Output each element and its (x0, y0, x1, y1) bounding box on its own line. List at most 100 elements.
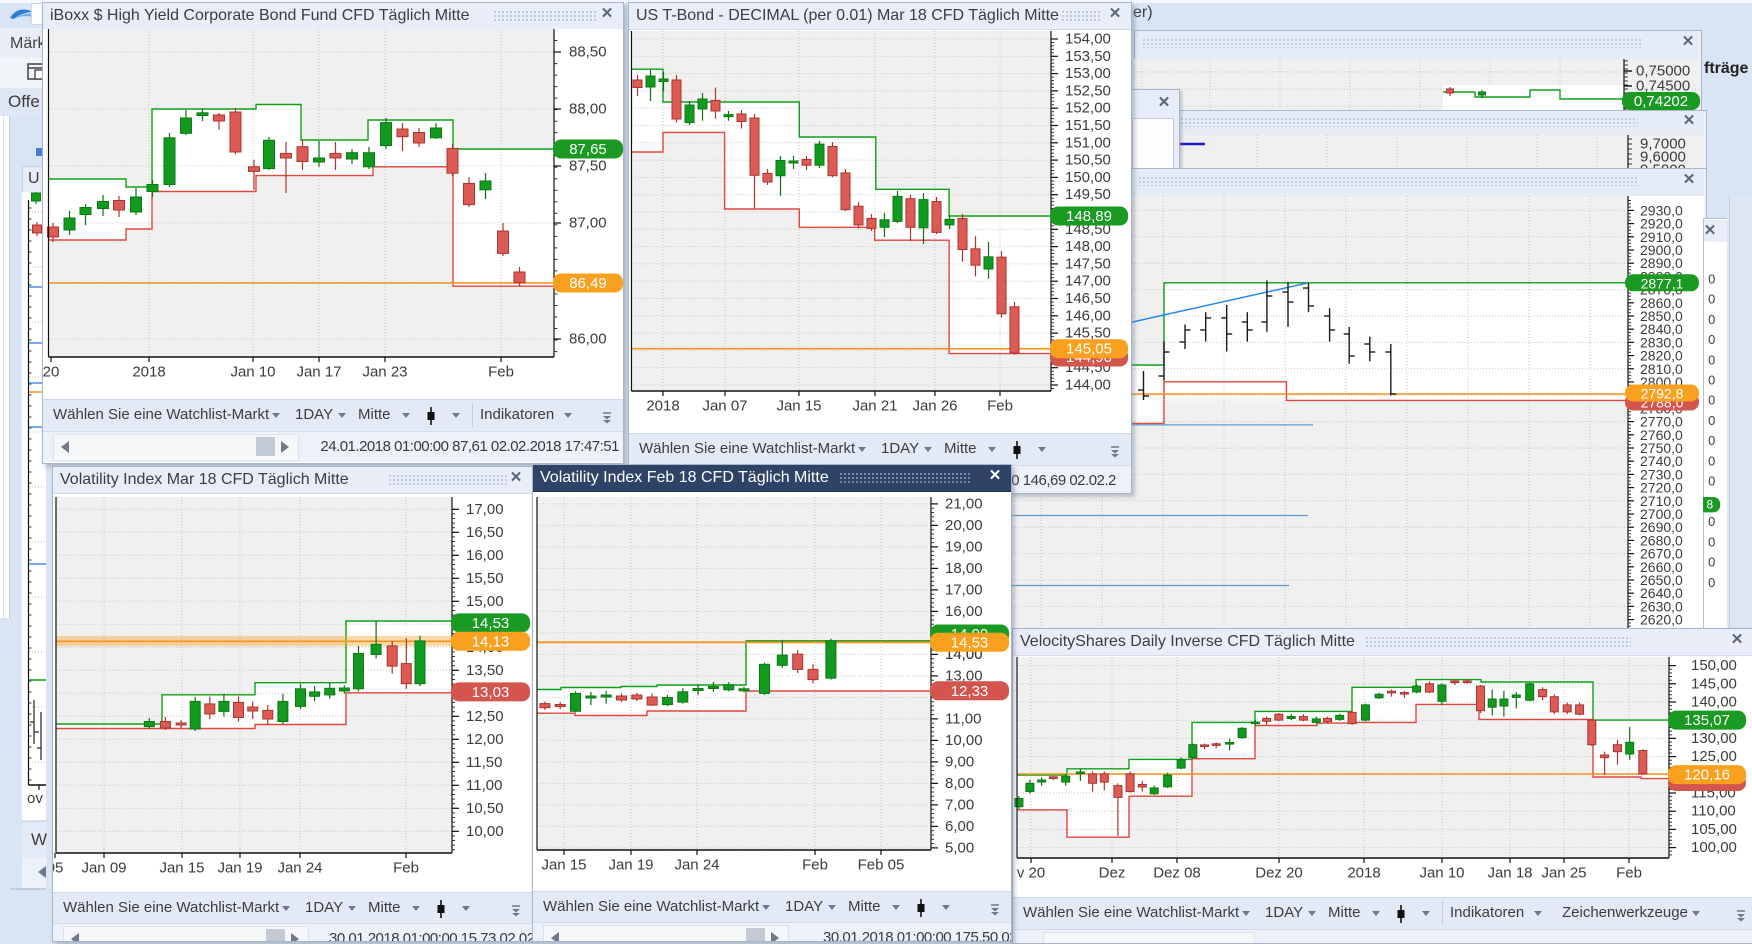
svg-text:86,00: 86,00 (569, 331, 607, 348)
svg-text:87,00: 87,00 (569, 215, 607, 232)
svg-text:0: 0 (1708, 514, 1715, 529)
svg-text:15,50: 15,50 (466, 570, 504, 587)
svg-text:10,50: 10,50 (466, 800, 504, 817)
svg-text:15,00: 15,00 (466, 593, 504, 610)
svg-text:Jan 26: Jan 26 (912, 398, 957, 415)
svg-text:2670,0: 2670,0 (1640, 546, 1683, 562)
svg-text:2810,0: 2810,0 (1640, 361, 1683, 377)
svg-text:105,00: 105,00 (1691, 821, 1737, 838)
svg-text:152,00: 152,00 (1065, 100, 1111, 117)
svg-text:Jan 09: Jan 09 (81, 860, 126, 877)
svg-text:Jan 15: Jan 15 (776, 398, 821, 415)
svg-text:2620,0: 2620,0 (1640, 612, 1683, 628)
svg-text:2820,0: 2820,0 (1640, 348, 1683, 364)
svg-text:12,00: 12,00 (466, 731, 504, 748)
svg-text:2690,0: 2690,0 (1640, 519, 1683, 535)
svg-text:17,00: 17,00 (945, 581, 983, 598)
svg-text:Jan 10: Jan 10 (1419, 865, 1464, 882)
svg-text:20,00: 20,00 (945, 517, 983, 534)
svg-text:87,65: 87,65 (569, 141, 607, 158)
svg-text:Feb: Feb (488, 364, 514, 381)
svg-text:11,50: 11,50 (466, 754, 502, 771)
svg-text:2792,8: 2792,8 (1641, 386, 1684, 402)
svg-text:0: 0 (1708, 474, 1715, 489)
svg-text:2840,0: 2840,0 (1640, 321, 1683, 337)
svg-text:151,50: 151,50 (1065, 117, 1111, 134)
svg-text:Jan 17: Jan 17 (296, 364, 341, 381)
svg-text:9,00: 9,00 (945, 753, 974, 770)
svg-text:152,50: 152,50 (1065, 82, 1111, 99)
svg-text:11,00: 11,00 (466, 777, 502, 794)
svg-text:146,50: 146,50 (1065, 290, 1111, 307)
svg-text:8,00: 8,00 (945, 775, 974, 792)
svg-text:6,00: 6,00 (945, 818, 974, 835)
svg-text:148,00: 148,00 (1065, 238, 1111, 255)
svg-text:Jan 24: Jan 24 (674, 857, 719, 874)
svg-text:2640,0: 2640,0 (1640, 585, 1683, 601)
svg-text:150,00: 150,00 (1691, 657, 1737, 674)
svg-text:87,50: 87,50 (569, 158, 607, 175)
svg-text:0: 0 (1708, 312, 1715, 327)
svg-text:110,00: 110,00 (1691, 803, 1736, 820)
svg-text:2850,0: 2850,0 (1640, 308, 1683, 324)
svg-text:2720,0: 2720,0 (1640, 480, 1683, 496)
svg-text:0: 0 (1708, 534, 1715, 549)
svg-text:17,00: 17,00 (466, 501, 504, 518)
svg-text:2018: 2018 (132, 364, 165, 381)
svg-text:2890,0: 2890,0 (1640, 255, 1683, 271)
svg-text:2830,0: 2830,0 (1640, 334, 1683, 350)
svg-text:154,00: 154,00 (1065, 31, 1111, 48)
svg-text:2877,1: 2877,1 (1641, 275, 1684, 291)
svg-text:151,00: 151,00 (1065, 134, 1111, 151)
svg-text:Dez 08: Dez 08 (1153, 865, 1201, 882)
svg-text:2760,0: 2760,0 (1640, 427, 1683, 443)
svg-text:2710,0: 2710,0 (1640, 493, 1683, 509)
svg-text:10,00: 10,00 (466, 823, 504, 840)
svg-text:0: 0 (1708, 292, 1715, 307)
svg-text:0: 0 (1708, 555, 1715, 570)
svg-text:Jan 19: Jan 19 (608, 857, 653, 874)
svg-text:135,07: 135,07 (1684, 712, 1730, 729)
svg-text:8: 8 (1707, 498, 1714, 512)
svg-text:2770,0: 2770,0 (1640, 414, 1683, 430)
svg-text:145,00: 145,00 (1691, 675, 1737, 692)
svg-text:0: 0 (1708, 453, 1715, 468)
svg-text:150,50: 150,50 (1065, 152, 1111, 169)
svg-text:Jan 07: Jan 07 (702, 398, 747, 415)
svg-text:0,74500: 0,74500 (1636, 78, 1690, 95)
svg-text:153,50: 153,50 (1065, 48, 1111, 65)
svg-text:5,00: 5,00 (945, 839, 974, 856)
svg-text:0,74202: 0,74202 (1634, 93, 1688, 110)
svg-text:144,00: 144,00 (1065, 377, 1111, 394)
svg-text:2700,0: 2700,0 (1640, 506, 1683, 522)
svg-text:2680,0: 2680,0 (1640, 532, 1683, 548)
svg-text:88,50: 88,50 (569, 44, 607, 61)
svg-text:153,00: 153,00 (1065, 65, 1111, 82)
svg-text:14,53: 14,53 (951, 634, 989, 651)
svg-text:16,00: 16,00 (466, 547, 504, 564)
svg-text:13,03: 13,03 (472, 684, 510, 701)
svg-text:0: 0 (1708, 373, 1715, 388)
svg-text:13,50: 13,50 (466, 662, 504, 679)
svg-text:0,75000: 0,75000 (1636, 63, 1690, 80)
svg-text:2630,0: 2630,0 (1640, 598, 1683, 614)
svg-text:150,00: 150,00 (1065, 169, 1111, 186)
svg-text:Dez: Dez (1099, 865, 1126, 882)
svg-text:2910,0: 2910,0 (1640, 229, 1683, 245)
svg-text:0: 0 (1708, 332, 1715, 347)
svg-text:0: 0 (1708, 352, 1715, 367)
svg-text:2920,0: 2920,0 (1640, 216, 1683, 232)
svg-text:Dez 20: Dez 20 (1255, 865, 1303, 882)
svg-text:149,50: 149,50 (1065, 186, 1111, 203)
svg-text:Jan 25: Jan 25 (1541, 865, 1586, 882)
svg-text:Feb: Feb (393, 860, 419, 877)
svg-text:Jan 18: Jan 18 (1487, 865, 1532, 882)
svg-text:Feb 05: Feb 05 (858, 857, 905, 874)
svg-text:Jan 10: Jan 10 (230, 364, 275, 381)
svg-text:86,49: 86,49 (569, 275, 607, 292)
svg-text:Jan 21: Jan 21 (852, 398, 897, 415)
svg-text:16,00: 16,00 (945, 603, 983, 620)
svg-text:0: 0 (1708, 575, 1715, 590)
svg-text:Jan 24: Jan 24 (277, 860, 322, 877)
svg-text:148,89: 148,89 (1066, 208, 1112, 225)
